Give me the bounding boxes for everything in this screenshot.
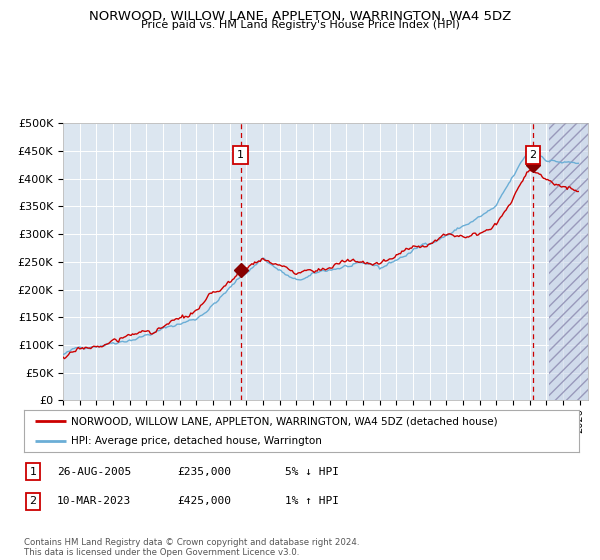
Text: NORWOOD, WILLOW LANE, APPLETON, WARRINGTON, WA4 5DZ: NORWOOD, WILLOW LANE, APPLETON, WARRINGT… (89, 10, 511, 22)
Text: 1: 1 (29, 466, 37, 477)
Text: 2: 2 (529, 150, 536, 160)
Bar (549, 123, 588, 400)
Text: Contains HM Land Registry data © Crown copyright and database right 2024.
This d: Contains HM Land Registry data © Crown c… (24, 538, 359, 557)
Text: Price paid vs. HM Land Registry's House Price Index (HPI): Price paid vs. HM Land Registry's House … (140, 20, 460, 30)
Text: £425,000: £425,000 (177, 496, 231, 506)
Text: 1% ↑ HPI: 1% ↑ HPI (285, 496, 339, 506)
Text: 2: 2 (29, 496, 37, 506)
Text: 5% ↓ HPI: 5% ↓ HPI (285, 466, 339, 477)
Text: 1: 1 (237, 150, 244, 160)
Bar (549, 123, 588, 400)
Text: 26-AUG-2005: 26-AUG-2005 (57, 466, 131, 477)
Text: 10-MAR-2023: 10-MAR-2023 (57, 496, 131, 506)
Text: HPI: Average price, detached house, Warrington: HPI: Average price, detached house, Warr… (71, 436, 322, 446)
Text: £235,000: £235,000 (177, 466, 231, 477)
Text: NORWOOD, WILLOW LANE, APPLETON, WARRINGTON, WA4 5DZ (detached house): NORWOOD, WILLOW LANE, APPLETON, WARRINGT… (71, 416, 498, 426)
